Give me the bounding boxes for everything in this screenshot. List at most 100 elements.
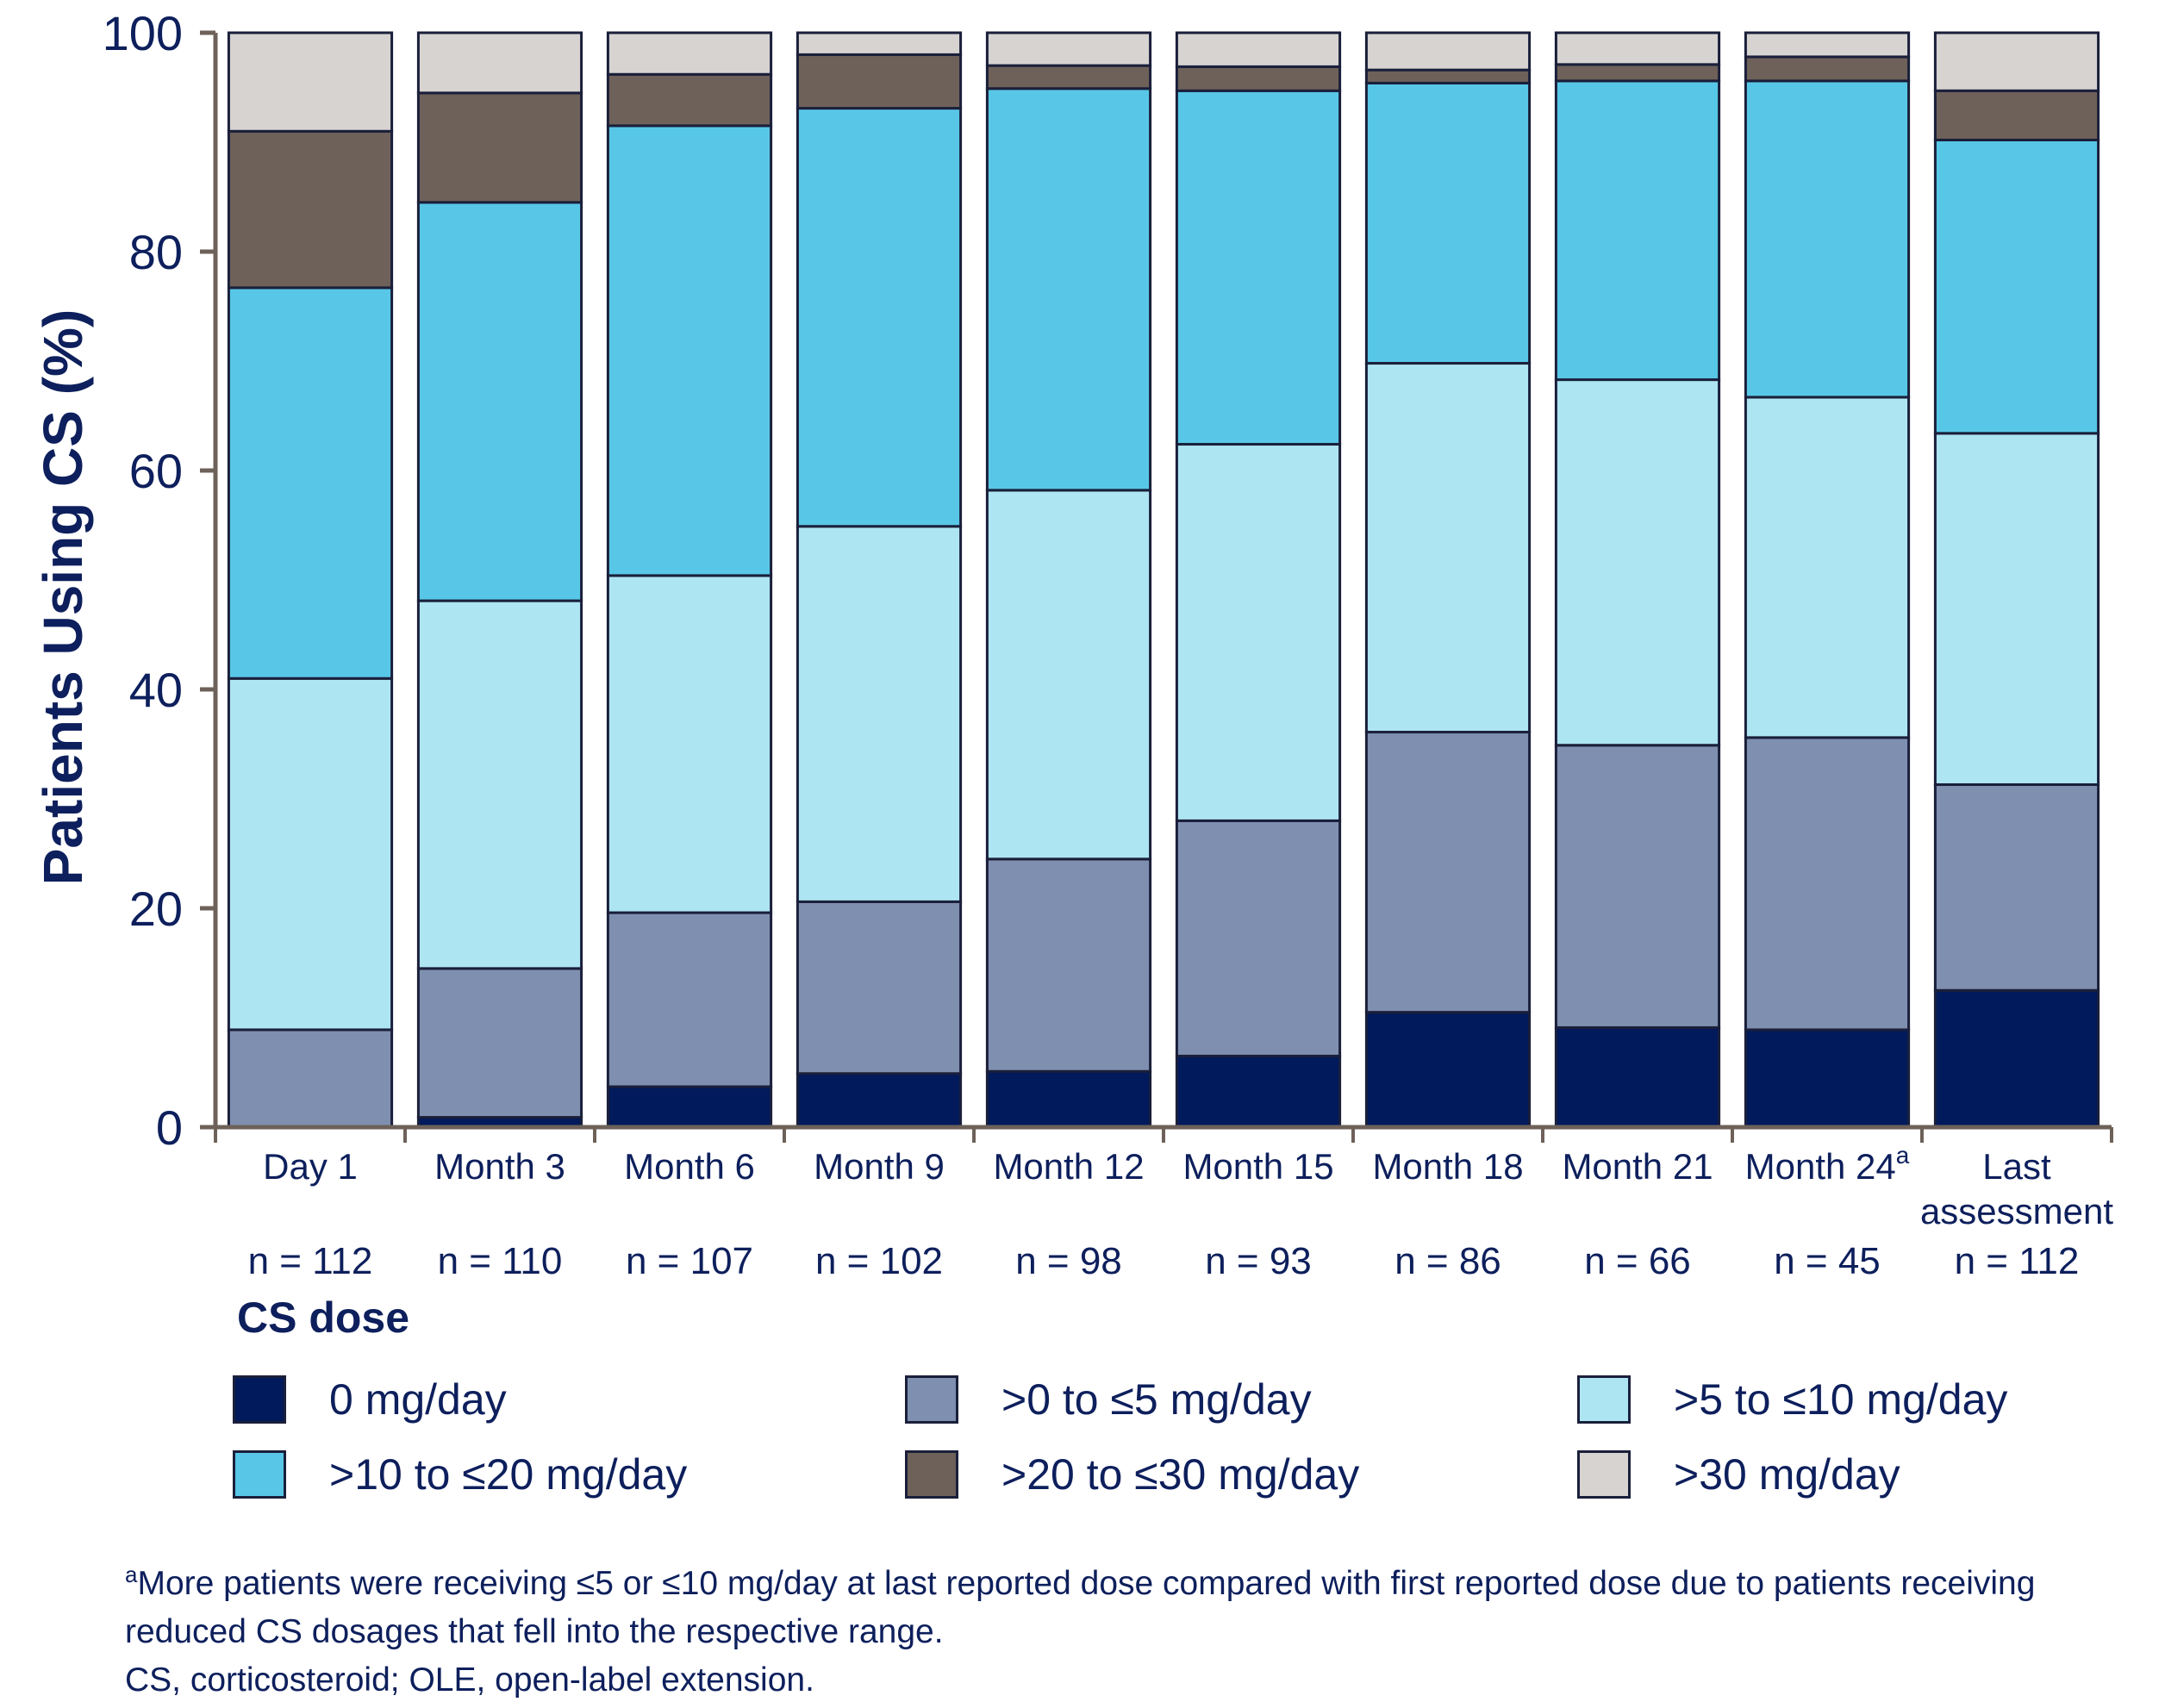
legend-swatch-3: [1577, 1375, 1631, 1424]
bar-segment-6-6: [1175, 31, 1342, 68]
bar-segment-3-4: [606, 124, 773, 577]
bar-segment-1-4: [227, 286, 394, 680]
bar-segment-9-2: [1744, 736, 1911, 1032]
n-label-1: n = 112: [248, 1240, 373, 1282]
x-tick-label-1: Day 1: [263, 1146, 358, 1187]
bar-segment-7-6: [1364, 31, 1532, 72]
bar-segment-8-6: [1554, 31, 1721, 66]
bar-segment-4-6: [795, 31, 963, 56]
bar-segment-10-5: [1933, 89, 2100, 141]
bar-segment-7-3: [1364, 362, 1532, 734]
bar-segment-5-3: [985, 489, 1152, 861]
y-tick-label-60: 60: [129, 444, 183, 498]
legend-label-4: >10 to ≤20 mg/day: [329, 1450, 688, 1499]
bar-segment-10-2: [1933, 782, 2100, 992]
n-label-5: n = 98: [1015, 1240, 1122, 1282]
axes-group: [200, 30, 2113, 1143]
footnote-line-1: aMore patients were receiving ≤5 or ≤10 …: [125, 1560, 2133, 1656]
legend-label-6: >30 mg/day: [1674, 1450, 1900, 1499]
bar-segment-3-5: [606, 72, 773, 128]
bar-segment-7-1: [1364, 1011, 1532, 1129]
bar-segment-2-3: [416, 599, 583, 970]
bar-segment-4-1: [795, 1072, 963, 1129]
n-label-3: n = 107: [626, 1240, 753, 1282]
legend-item-3: >5 to ≤10 mg/day: [1577, 1375, 2007, 1424]
legend-title: CS dose: [237, 1293, 410, 1342]
bar-segment-3-6: [606, 31, 773, 76]
legend-swatch-4: [233, 1450, 286, 1499]
bar-segment-1-5: [227, 129, 394, 290]
y-tick-label-40: 40: [129, 663, 183, 717]
legend-label-5: >20 to ≤30 mg/day: [1001, 1450, 1360, 1499]
bar-segment-9-5: [1744, 55, 1911, 83]
x-tick-label-text-5: Month 12: [993, 1146, 1144, 1187]
n-label-4: n = 102: [815, 1240, 943, 1282]
bar-segment-1-2: [227, 1028, 394, 1129]
bar-segment-6-1: [1175, 1054, 1342, 1129]
y-tick-label-20: 20: [129, 882, 183, 936]
bar-segment-4-4: [795, 107, 963, 528]
bar-segment-10-1: [1933, 988, 2100, 1129]
bar-segment-6-4: [1175, 89, 1342, 446]
x-tick-label-superscript-9: a: [1896, 1142, 1910, 1169]
bar-segment-10-3: [1933, 432, 2100, 786]
x-tick-label-10-line-2: assessment: [1920, 1191, 2113, 1231]
bar-segment-5-4: [985, 87, 1152, 492]
bar-segment-9-4: [1744, 79, 1911, 399]
x-tick-label-9: Month 24a: [1745, 1142, 1910, 1187]
bar-segment-5-1: [985, 1069, 1152, 1129]
y-tick-label-0: 0: [156, 1100, 183, 1155]
y-axis-label: Patients Using CS (%): [32, 309, 94, 886]
y-tick-label-100: 100: [103, 6, 183, 60]
x-tick-label-7: Month 18: [1372, 1146, 1523, 1187]
bar-segment-7-5: [1364, 68, 1532, 84]
bar-segment-3-3: [606, 574, 773, 914]
x-tick-label-text-6: Month 15: [1182, 1146, 1333, 1187]
bar-segment-4-3: [795, 525, 963, 903]
bar-segment-8-2: [1554, 744, 1721, 1029]
bar-segment-1-3: [227, 676, 394, 1032]
bar-segment-8-4: [1554, 79, 1721, 382]
legend-item-1: 0 mg/day: [233, 1375, 507, 1424]
bar-segment-8-5: [1554, 63, 1721, 83]
bar-segment-2-4: [416, 201, 583, 602]
footnote-line-2: CS, corticosteroid; OLE, open-label exte…: [125, 1661, 814, 1699]
bar-segment-7-4: [1364, 81, 1532, 365]
bar-segment-3-1: [606, 1085, 773, 1129]
n-label-7: n = 86: [1394, 1240, 1501, 1282]
legend-item-2: >0 to ≤5 mg/day: [905, 1375, 1312, 1424]
bar-segment-2-5: [416, 91, 583, 204]
legend-swatch-1: [233, 1375, 286, 1424]
bars-group: [227, 31, 2100, 1129]
n-label-10: n = 112: [1955, 1240, 2080, 1282]
bar-segment-8-3: [1554, 378, 1721, 747]
n-label-9: n = 45: [1774, 1240, 1881, 1282]
legend-label-2: >0 to ≤5 mg/day: [1001, 1375, 1312, 1424]
x-tick-label-2: Month 3: [434, 1146, 565, 1187]
labels-group: 0 20 40 60 80 100 Day 1 n = 112 Month 3 n = 110 Mo…: [32, 6, 2113, 1282]
x-tick-label-6: Month 15: [1182, 1146, 1333, 1187]
x-tick-label-text-3: Month 6: [624, 1146, 755, 1187]
bar-segment-5-6: [985, 31, 1152, 67]
x-tick-label-text-1: Day 1: [263, 1146, 358, 1187]
x-tick-label-text-4: Month 9: [814, 1146, 945, 1187]
x-tick-label-3: Month 6: [624, 1146, 755, 1187]
x-tick-label-5: Month 12: [993, 1146, 1144, 1187]
bar-segment-10-6: [1933, 31, 2100, 92]
legend-item-6: >30 mg/day: [1577, 1449, 1900, 1499]
bar-segment-1-6: [227, 31, 394, 133]
bar-segment-5-2: [985, 857, 1152, 1073]
footnote-text-1: More patients were receiving ≤5 or ≤10 m…: [125, 1565, 2036, 1650]
bar-segment-9-1: [1744, 1028, 1911, 1129]
x-tick-label-text-2: Month 3: [434, 1146, 565, 1187]
bar-segment-6-2: [1175, 819, 1342, 1057]
legend-label-1: 0 mg/day: [329, 1375, 507, 1424]
x-tick-label-text-7: Month 18: [1372, 1146, 1523, 1187]
bar-segment-4-5: [795, 53, 963, 110]
legend-item-5: >20 to ≤30 mg/day: [905, 1449, 1359, 1499]
footnote-superscript: a: [125, 1562, 138, 1587]
x-tick-label-text-9: Month 24: [1745, 1146, 1896, 1187]
bar-segment-8-1: [1554, 1025, 1721, 1129]
x-tick-label-8: Month 21: [1562, 1146, 1713, 1187]
bar-segment-2-2: [416, 967, 583, 1119]
